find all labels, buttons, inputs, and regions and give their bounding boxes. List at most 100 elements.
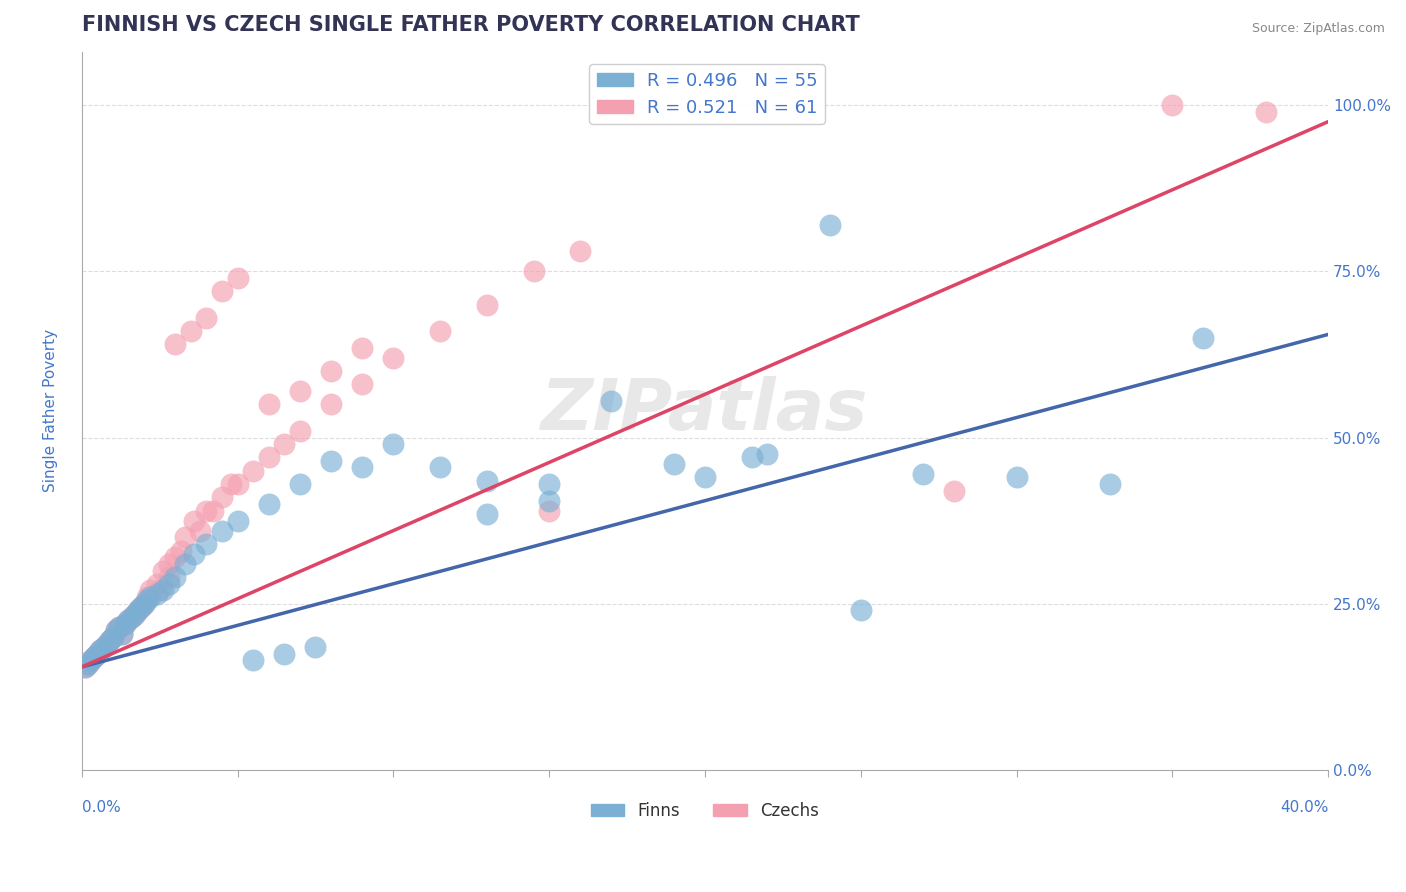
Point: [80, 653, 103, 667]
Point: [319, 454, 342, 468]
Point: [105, 624, 128, 638]
Point: [117, 613, 139, 627]
Point: [132, 597, 155, 611]
Point: [127, 603, 149, 617]
Point: [157, 570, 180, 584]
Point: [124, 607, 146, 621]
Point: [273, 437, 295, 451]
Point: [129, 600, 152, 615]
Point: [538, 477, 561, 491]
Point: [136, 590, 159, 604]
Point: [538, 493, 561, 508]
Point: [121, 610, 143, 624]
Point: [77, 657, 100, 671]
Point: [273, 647, 295, 661]
Point: [114, 616, 136, 631]
Point: [226, 514, 249, 528]
Point: [226, 271, 249, 285]
Point: [173, 557, 195, 571]
Point: [257, 397, 280, 411]
Point: [188, 524, 211, 538]
Point: [522, 264, 544, 278]
Point: [139, 590, 162, 604]
Point: [129, 600, 152, 615]
Point: [221, 477, 243, 491]
Point: [429, 324, 451, 338]
Point: [538, 503, 561, 517]
Point: [183, 547, 205, 561]
Point: [569, 244, 592, 259]
Point: [319, 364, 342, 378]
Point: [145, 576, 167, 591]
Point: [211, 491, 233, 505]
Point: [475, 297, 498, 311]
Point: [211, 524, 233, 538]
Point: [77, 657, 100, 671]
Y-axis label: Single Father Poverty: Single Father Poverty: [44, 329, 58, 492]
Point: [475, 507, 498, 521]
Point: [139, 583, 162, 598]
Point: [319, 397, 342, 411]
Point: [912, 467, 935, 481]
Point: [111, 626, 134, 640]
Point: [165, 550, 187, 565]
Text: 0.0%: 0.0%: [82, 799, 121, 814]
Point: [943, 483, 966, 498]
Point: [1005, 470, 1028, 484]
Point: [288, 424, 311, 438]
Point: [114, 616, 136, 631]
Point: [183, 514, 205, 528]
Point: [83, 649, 105, 664]
Point: [662, 457, 685, 471]
Point: [242, 653, 264, 667]
Point: [165, 337, 187, 351]
Point: [195, 503, 218, 517]
Text: FINNISH VS CZECH SINGLE FATHER POVERTY CORRELATION CHART: FINNISH VS CZECH SINGLE FATHER POVERTY C…: [82, 15, 859, 35]
Point: [80, 653, 103, 667]
Point: [127, 603, 149, 617]
Point: [124, 607, 146, 621]
Point: [149, 583, 172, 598]
Point: [173, 530, 195, 544]
Point: [108, 620, 131, 634]
Point: [226, 477, 249, 491]
Point: [83, 649, 105, 664]
Point: [93, 640, 115, 654]
Point: [98, 633, 121, 648]
Point: [352, 460, 374, 475]
Point: [195, 310, 218, 325]
Point: [849, 603, 872, 617]
Point: [86, 647, 108, 661]
Point: [1098, 477, 1121, 491]
Point: [818, 218, 841, 232]
Point: [741, 450, 763, 465]
Point: [1254, 104, 1277, 119]
Point: [170, 543, 193, 558]
Point: [98, 633, 121, 648]
Point: [136, 593, 159, 607]
Point: [382, 351, 405, 365]
Point: [352, 377, 374, 392]
Point: [73, 660, 96, 674]
Text: Source: ZipAtlas.com: Source: ZipAtlas.com: [1251, 22, 1385, 36]
Point: [132, 597, 155, 611]
Point: [475, 474, 498, 488]
Point: [288, 384, 311, 398]
Point: [121, 610, 143, 624]
Point: [152, 564, 174, 578]
Point: [211, 284, 233, 298]
Point: [73, 660, 96, 674]
Point: [382, 437, 405, 451]
Text: 40.0%: 40.0%: [1279, 799, 1329, 814]
Point: [101, 630, 124, 644]
Point: [152, 583, 174, 598]
Point: [165, 570, 187, 584]
Point: [89, 643, 111, 657]
Point: [96, 637, 118, 651]
Point: [89, 643, 111, 657]
Point: [101, 630, 124, 644]
Point: [195, 537, 218, 551]
Point: [111, 626, 134, 640]
Point: [201, 503, 224, 517]
Point: [257, 497, 280, 511]
